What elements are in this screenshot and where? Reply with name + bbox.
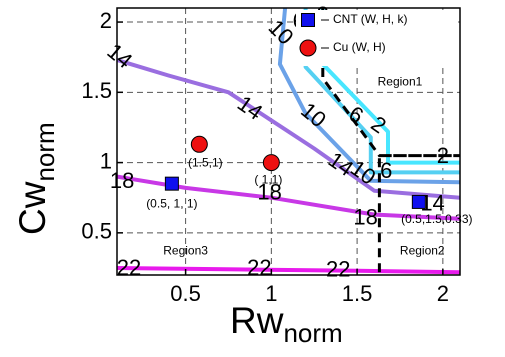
contour-label: 22 (117, 255, 141, 280)
region-label: Region3 (163, 243, 208, 257)
contour-label: 14 (102, 38, 137, 73)
region-label: Region1 (378, 75, 423, 89)
point-annotation: (1.5,1) (188, 155, 223, 169)
legend-box (296, 10, 458, 66)
axis-ticks: 0.5 1 1.5 2 0.5 1 1.5 2 (81, 8, 449, 306)
x-axis-label: Rwnorm (230, 300, 343, 348)
region-boundary (321, 8, 460, 275)
y-tick-label: 0.5 (81, 219, 112, 244)
contour-lines (116, 7, 461, 275)
boundary-line (321, 8, 460, 275)
x-axis-label-main: Rw (230, 300, 284, 341)
point-annotation: (0.5,1.5,0.33) (401, 212, 472, 226)
point-annotation: ( 1,1) (254, 173, 282, 187)
legend-label: Cu (W, H) (333, 40, 386, 54)
legend: CNT (W, H, k) Cu (W, H) (296, 10, 458, 66)
point-annotation: (0.5, 1, 1) (146, 197, 197, 211)
plot-frame (116, 7, 461, 276)
x-tick-label: 1.5 (342, 281, 373, 306)
x-tick-label: 2 (437, 281, 449, 306)
y-tick-label: 2 (100, 8, 112, 33)
y-tick-label: 1 (100, 148, 112, 173)
region-labels: Region1 Region2 Region3 (163, 75, 445, 258)
y-tick-label: 1.5 (81, 78, 112, 103)
contour-line-18 (116, 174, 461, 221)
contour-label: 6 (345, 101, 368, 129)
contour-label: 22 (326, 257, 350, 282)
contour-line-22 (116, 266, 461, 275)
cu-point (262, 154, 280, 172)
contour-label: 14 (233, 91, 267, 126)
contour-label: 6 (380, 158, 392, 183)
x-tick-label: 1 (265, 281, 277, 306)
legend-marker-square (301, 13, 315, 27)
legend-label: CNT (W, H, k) (333, 12, 407, 26)
cnt-point (164, 176, 179, 191)
cu-point (190, 135, 208, 153)
legend-marker-circle (299, 39, 317, 57)
data-markers: (0.5, 1, 1) (0.5,1.5,0.33) (1.5,1) ( 1,1) (146, 135, 473, 226)
contour-label: 2 (437, 143, 449, 168)
contour-label: 18 (353, 205, 377, 230)
contour-line-14 (116, 58, 461, 200)
x-tick-label: 0.5 (170, 281, 201, 306)
region-label: Region2 (400, 243, 445, 257)
y-axis-label: Cwnorm (12, 122, 60, 235)
y-axis-label-main: Cw (12, 181, 53, 235)
contour-label: 22 (247, 255, 271, 280)
contour-label: 18 (257, 179, 281, 204)
x-axis-label-subscript: norm (283, 318, 342, 348)
contour-label: 18 (110, 168, 134, 193)
y-axis-label-subscript: norm (30, 122, 60, 181)
contour-line-10 (277, 7, 461, 185)
cnt-point (411, 194, 426, 209)
